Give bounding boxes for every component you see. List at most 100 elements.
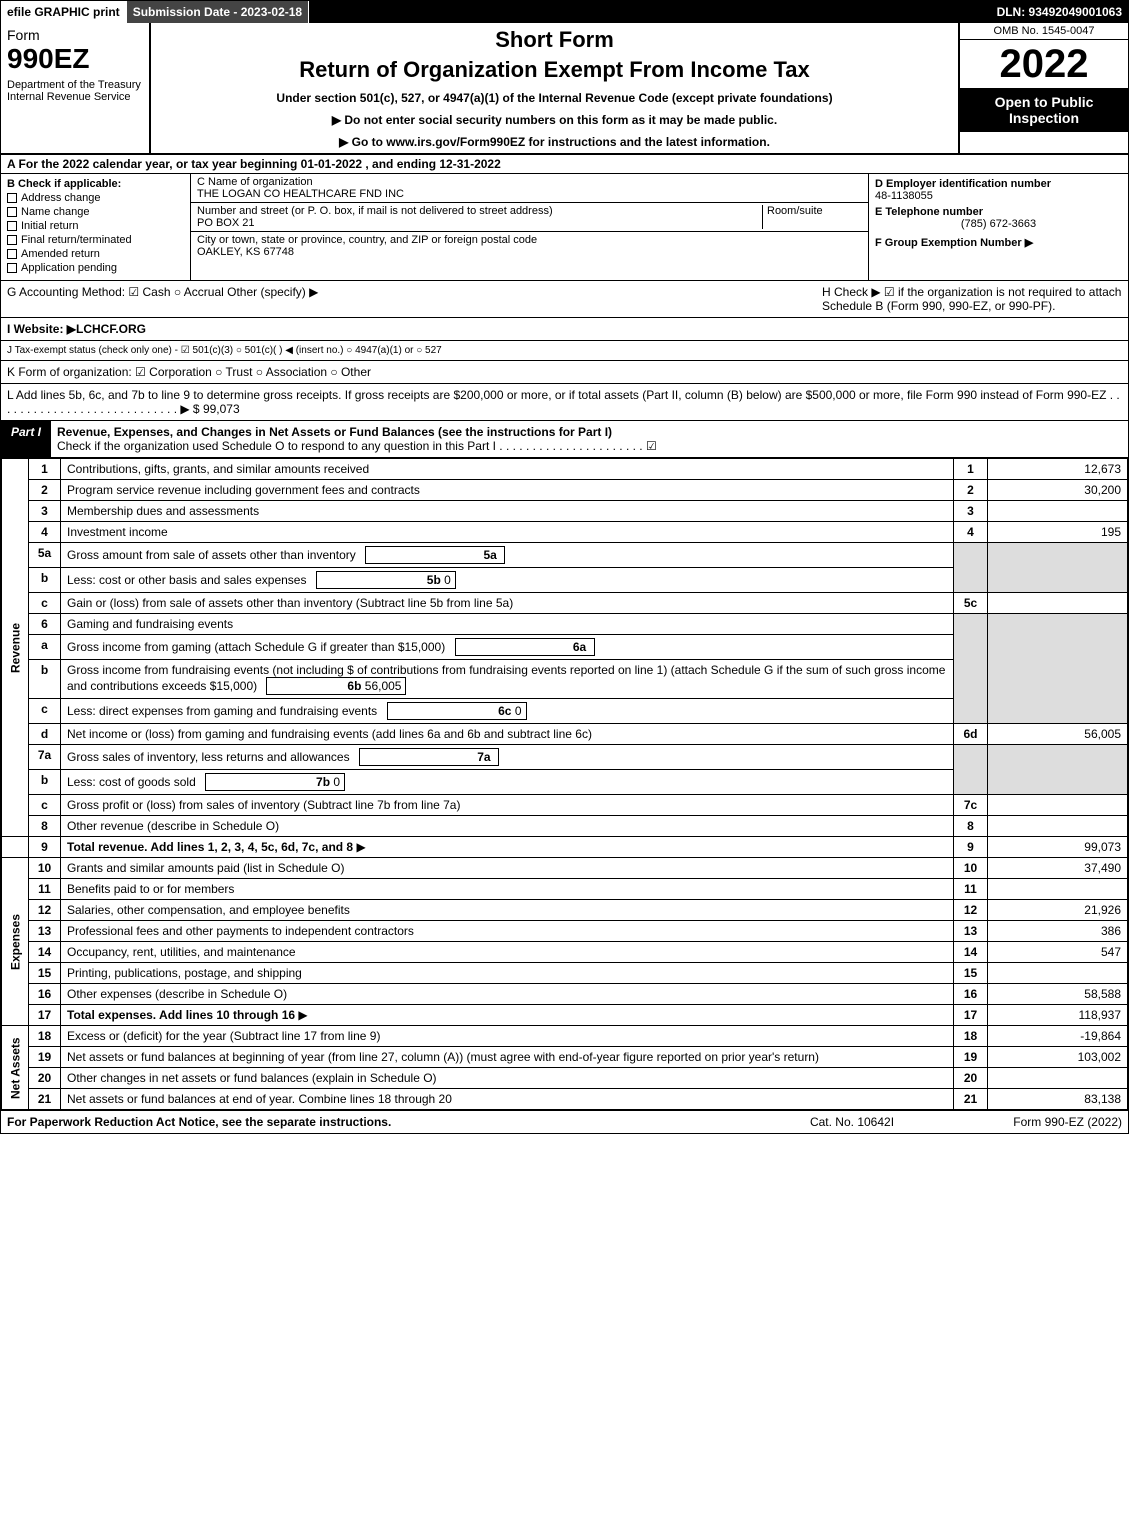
desc-6a: Gross income from gaming (attach Schedul… <box>61 635 954 660</box>
checkbox-initial-return[interactable] <box>7 221 17 231</box>
c-city-label: City or town, state or province, country… <box>197 234 537 246</box>
header-mid: Short Form Return of Organization Exempt… <box>151 23 958 153</box>
desc-11: Benefits paid to or for members <box>61 879 954 900</box>
amt-14: 547 <box>988 942 1128 963</box>
amt-17: 118,937 <box>988 1005 1128 1026</box>
nn-4: 4 <box>954 522 988 543</box>
footer-cat-no: Cat. No. 10642I <box>762 1115 942 1129</box>
row-gh: G Accounting Method: ☑ Cash ○ Accrual Ot… <box>1 281 1128 318</box>
org-address: PO BOX 21 <box>197 217 254 229</box>
subtitle-2: ▶ Do not enter social security numbers o… <box>161 113 948 127</box>
desc-10: Grants and similar amounts paid (list in… <box>61 858 954 879</box>
section-bcdef: B Check if applicable: Address change Na… <box>1 174 1128 281</box>
desc-3: Membership dues and assessments <box>61 501 954 522</box>
checkbox-amended-return[interactable] <box>7 249 17 259</box>
department: Department of the Treasury Internal Reve… <box>7 79 143 103</box>
side-revenue: Revenue <box>2 459 29 837</box>
g-accounting-method: G Accounting Method: ☑ Cash ○ Accrual Ot… <box>7 285 822 313</box>
part-i-tab: Part I <box>1 421 51 457</box>
nn-17: 17 <box>954 1005 988 1026</box>
footer-paperwork: For Paperwork Reduction Act Notice, see … <box>7 1115 762 1129</box>
checkbox-name-change[interactable] <box>7 207 17 217</box>
row-l-gross-receipts: L Add lines 5b, 6c, and 7b to line 9 to … <box>1 384 1128 421</box>
nn-16: 16 <box>954 984 988 1005</box>
cb-lbl-3: Final return/terminated <box>21 234 132 246</box>
row-k-org-form: K Form of organization: ☑ Corporation ○ … <box>1 361 1128 384</box>
subtitle-3: ▶ Go to www.irs.gov/Form990EZ for instru… <box>161 135 948 149</box>
cb-lbl-4: Amended return <box>21 248 100 260</box>
amt-4: 195 <box>988 522 1128 543</box>
part-i-title: Revenue, Expenses, and Changes in Net As… <box>51 421 1128 457</box>
desc-7c: Gross profit or (loss) from sales of inv… <box>61 795 954 816</box>
cb-lbl-1: Name change <box>21 206 90 218</box>
desc-5c: Gain or (loss) from sale of assets other… <box>61 593 954 614</box>
omb-number: OMB No. 1545-0047 <box>960 23 1128 40</box>
form-word: Form <box>7 27 143 43</box>
desc-5a: Gross amount from sale of assets other t… <box>61 543 954 568</box>
nn-15: 15 <box>954 963 988 984</box>
amt-8 <box>988 816 1128 837</box>
c-name-label: C Name of organization <box>197 176 313 188</box>
checkbox-application-pending[interactable] <box>7 263 17 273</box>
nn-11: 11 <box>954 879 988 900</box>
cb-lbl-5: Application pending <box>21 262 117 274</box>
nn-19: 19 <box>954 1047 988 1068</box>
checkbox-address-change[interactable] <box>7 193 17 203</box>
amt-19: 103,002 <box>988 1047 1128 1068</box>
ein-label: D Employer identification number <box>875 178 1122 190</box>
cb-lbl-2: Initial return <box>21 220 78 232</box>
desc-15: Printing, publications, postage, and shi… <box>61 963 954 984</box>
nn-8: 8 <box>954 816 988 837</box>
org-name: THE LOGAN CO HEALTHCARE FND INC <box>197 188 404 200</box>
tel-label: E Telephone number <box>875 206 1122 218</box>
h-schedule-b-check: H Check ▶ ☑ if the organization is not r… <box>822 285 1122 313</box>
amt-6d: 56,005 <box>988 724 1128 745</box>
nn-12: 12 <box>954 900 988 921</box>
desc-9: Total revenue. Add lines 1, 2, 3, 4, 5c,… <box>61 837 954 858</box>
amt-21: 83,138 <box>988 1089 1128 1110</box>
nn-9: 9 <box>954 837 988 858</box>
amt-12: 21,926 <box>988 900 1128 921</box>
dln: DLN: 93492049001063 <box>991 1 1128 23</box>
amt-20 <box>988 1068 1128 1089</box>
amt-15 <box>988 963 1128 984</box>
amt-9: 99,073 <box>988 837 1128 858</box>
nn-2: 2 <box>954 480 988 501</box>
row-j-tax-status: J Tax-exempt status (check only one) - ☑… <box>1 341 1128 361</box>
top-bar: efile GRAPHIC print Submission Date - 20… <box>1 1 1128 23</box>
nn-5c: 5c <box>954 593 988 614</box>
nn-1: 1 <box>954 459 988 480</box>
efile-label[interactable]: efile GRAPHIC print <box>1 1 127 23</box>
desc-6b: Gross income from fundraising events (no… <box>61 660 954 699</box>
desc-17: Total expenses. Add lines 10 through 16 … <box>61 1005 954 1026</box>
amt-10: 37,490 <box>988 858 1128 879</box>
short-form-label: Short Form <box>161 27 948 53</box>
desc-14: Occupancy, rent, utilities, and maintena… <box>61 942 954 963</box>
nn-10: 10 <box>954 858 988 879</box>
cb-lbl-0: Address change <box>21 192 101 204</box>
tax-year: 2022 <box>960 40 1128 88</box>
section-b-label: B Check if applicable: <box>7 178 184 190</box>
desc-6: Gaming and fundraising events <box>61 614 954 635</box>
side-net-assets: Net Assets <box>2 1026 29 1110</box>
checkbox-final-return[interactable] <box>7 235 17 245</box>
row-i-website: I Website: ▶LCHCF.ORG <box>1 318 1128 341</box>
website-value[interactable]: I Website: ▶LCHCF.ORG <box>7 322 146 336</box>
desc-2: Program service revenue including govern… <box>61 480 954 501</box>
amt-5c <box>988 593 1128 614</box>
ln-1: 1 <box>29 459 61 480</box>
desc-21: Net assets or fund balances at end of ye… <box>61 1089 954 1110</box>
amt-16: 58,588 <box>988 984 1128 1005</box>
c-addr-label: Number and street (or P. O. box, if mail… <box>197 205 553 217</box>
desc-12: Salaries, other compensation, and employ… <box>61 900 954 921</box>
amt-13: 386 <box>988 921 1128 942</box>
nn-14: 14 <box>954 942 988 963</box>
open-inspection: Open to Public Inspection <box>960 88 1128 132</box>
amt-11 <box>988 879 1128 900</box>
part-i-title-text: Revenue, Expenses, and Changes in Net As… <box>57 425 612 439</box>
desc-6d: Net income or (loss) from gaming and fun… <box>61 724 954 745</box>
desc-20: Other changes in net assets or fund bala… <box>61 1068 954 1089</box>
amt-1: 12,673 <box>988 459 1128 480</box>
side-expenses: Expenses <box>2 858 29 1026</box>
desc-8: Other revenue (describe in Schedule O) <box>61 816 954 837</box>
